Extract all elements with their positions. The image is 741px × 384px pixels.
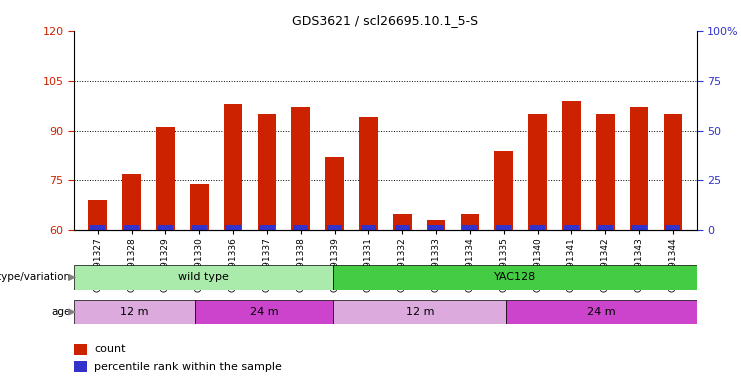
- Bar: [597, 225, 613, 230]
- Bar: [325, 157, 344, 230]
- Bar: [195, 300, 333, 324]
- Bar: [74, 344, 87, 355]
- Text: 12 m: 12 m: [120, 307, 149, 317]
- Bar: [496, 225, 511, 230]
- Bar: [192, 225, 207, 230]
- Bar: [506, 300, 697, 324]
- Bar: [494, 151, 513, 230]
- Bar: [530, 225, 545, 230]
- Bar: [359, 117, 378, 230]
- Text: 12 m: 12 m: [405, 307, 434, 317]
- Bar: [259, 225, 274, 230]
- Bar: [258, 114, 276, 230]
- Title: GDS3621 / scl26695.10.1_5-S: GDS3621 / scl26695.10.1_5-S: [292, 14, 479, 27]
- Text: count: count: [95, 344, 126, 354]
- Bar: [395, 225, 410, 230]
- Text: 24 m: 24 m: [587, 307, 616, 317]
- Bar: [74, 265, 333, 290]
- Bar: [327, 225, 342, 230]
- Bar: [122, 174, 141, 230]
- Bar: [564, 225, 579, 230]
- Bar: [663, 114, 682, 230]
- Text: age: age: [52, 307, 71, 317]
- Text: genotype/variation: genotype/variation: [0, 272, 71, 283]
- Bar: [528, 114, 547, 230]
- Text: percentile rank within the sample: percentile rank within the sample: [95, 362, 282, 372]
- Bar: [630, 107, 648, 230]
- Bar: [462, 225, 477, 230]
- Bar: [428, 225, 444, 230]
- Bar: [74, 300, 195, 324]
- Bar: [596, 114, 614, 230]
- Bar: [291, 107, 310, 230]
- Bar: [225, 225, 241, 230]
- Bar: [665, 225, 680, 230]
- Bar: [74, 361, 87, 372]
- Text: YAC128: YAC128: [494, 272, 536, 283]
- Bar: [393, 214, 411, 230]
- Bar: [333, 300, 506, 324]
- Bar: [562, 101, 581, 230]
- Bar: [90, 225, 105, 230]
- Bar: [190, 184, 208, 230]
- Bar: [361, 225, 376, 230]
- Bar: [333, 265, 697, 290]
- Bar: [461, 214, 479, 230]
- Bar: [427, 220, 445, 230]
- Bar: [124, 225, 139, 230]
- Bar: [224, 104, 242, 230]
- Bar: [158, 225, 173, 230]
- Text: 24 m: 24 m: [250, 307, 279, 317]
- Bar: [293, 225, 308, 230]
- Text: wild type: wild type: [179, 272, 229, 283]
- Bar: [88, 200, 107, 230]
- Bar: [631, 225, 647, 230]
- Bar: [156, 127, 175, 230]
